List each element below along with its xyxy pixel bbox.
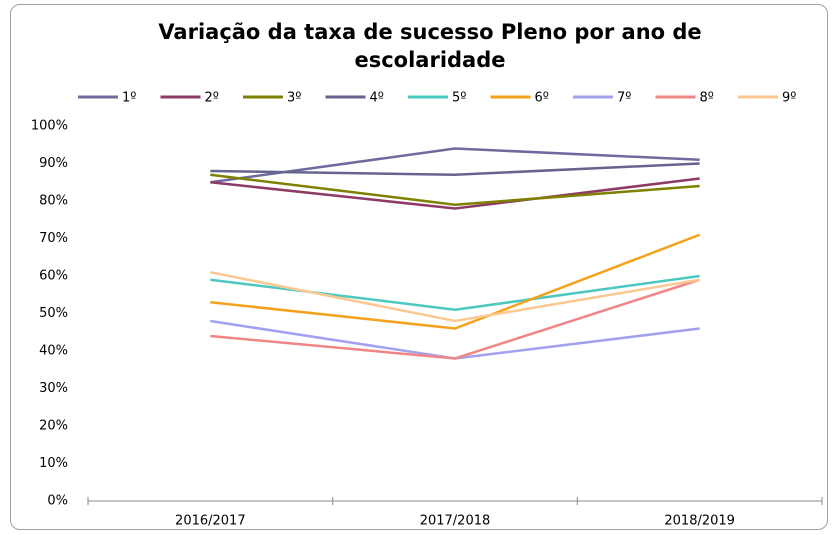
y-tick-label: 40% [39,344,68,359]
y-tick-label: 30% [39,381,68,396]
series-line [210,278,701,360]
y-tick-label: 10% [39,456,68,471]
legend-label: 1º [122,91,136,106]
y-tick-label: 50% [39,306,68,321]
legend-label: 7º [617,91,631,106]
legend-label: 2º [205,91,219,106]
legend-label: 6º [535,91,549,106]
series-line [210,233,701,330]
x-tick-label: 2018/2019 [664,514,735,529]
y-tick-label: 100% [31,119,68,134]
y-tick-label: 20% [39,419,68,434]
y-tick-label: 70% [39,231,68,246]
legend-label: 5º [452,91,466,106]
legend-label: 3º [287,91,301,106]
series-line [210,319,700,360]
y-tick-label: 0% [47,494,68,509]
chart-frame [10,4,828,530]
legend-label: 9º [782,91,796,106]
series-line [210,177,700,210]
x-tick-label: 2016/2017 [175,514,246,529]
series-line [210,162,700,177]
y-tick-label: 90% [39,156,68,171]
y-tick-label: 60% [39,269,68,284]
legend-label: 4º [370,91,384,106]
x-tick-label: 2017/2018 [420,514,491,529]
legend-label: 8º [700,91,714,106]
series-line [210,173,700,207]
y-tick-label: 80% [39,194,68,209]
chart-title: Variação da taxa de sucesso Pleno por an… [158,20,702,72]
series-line [210,271,700,323]
series-line [210,147,700,184]
